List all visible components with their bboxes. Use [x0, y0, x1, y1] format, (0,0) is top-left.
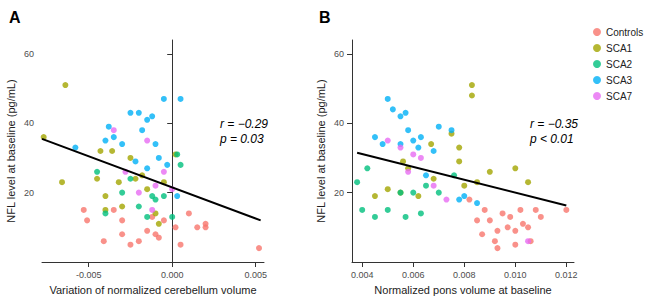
svg-text:0.005: 0.005 — [244, 270, 267, 280]
svg-text:SCA7: SCA7 — [606, 91, 633, 102]
svg-text:Controls: Controls — [606, 27, 643, 38]
svg-text:SCA1: SCA1 — [606, 43, 633, 54]
svg-text:-0.005: -0.005 — [76, 270, 102, 280]
svg-text:0.006: 0.006 — [402, 270, 425, 280]
svg-text:60: 60 — [334, 49, 344, 59]
svg-text:40: 40 — [24, 118, 34, 128]
svg-text:A: A — [9, 9, 21, 26]
svg-text:0.008: 0.008 — [453, 270, 476, 280]
svg-text:0.000: 0.000 — [161, 270, 184, 280]
svg-text:p < 0.01: p < 0.01 — [529, 132, 574, 146]
svg-text:NFL level at baseline (pg/mL): NFL level at baseline (pg/mL) — [315, 79, 327, 222]
svg-text:20: 20 — [24, 188, 34, 198]
svg-text:0.004: 0.004 — [351, 270, 374, 280]
svg-text:SCA3: SCA3 — [606, 75, 633, 86]
svg-text:0.012: 0.012 — [555, 270, 578, 280]
svg-text:SCA2: SCA2 — [606, 59, 633, 70]
svg-text:40: 40 — [334, 118, 344, 128]
svg-text:p = 0.03: p = 0.03 — [219, 132, 264, 146]
svg-text:NFL level at baseline (pg/mL): NFL level at baseline (pg/mL) — [5, 79, 17, 222]
svg-text:0.010: 0.010 — [504, 270, 527, 280]
svg-text:B: B — [319, 9, 331, 26]
svg-text:Normalized pons volume at base: Normalized pons volume at baseline — [374, 284, 551, 296]
svg-text:20: 20 — [334, 188, 344, 198]
svg-text:r = −0.35: r = −0.35 — [530, 117, 578, 131]
svg-text:r = −0.29: r = −0.29 — [220, 117, 268, 131]
svg-text:60: 60 — [24, 49, 34, 59]
svg-text:Variation of normalized cerebe: Variation of normalized cerebellum volum… — [49, 284, 256, 296]
